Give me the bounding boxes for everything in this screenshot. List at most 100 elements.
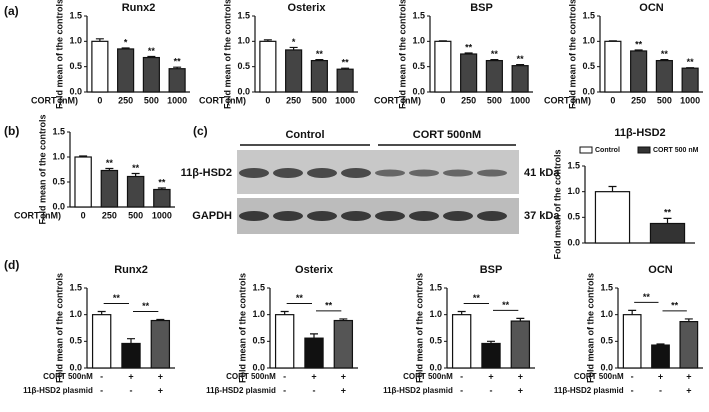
error-bar [289, 46, 298, 50]
condition-level: - [631, 385, 634, 395]
bar [333, 319, 354, 369]
error-bar [157, 187, 166, 190]
x-tick-label: 1000 [335, 95, 355, 105]
y-tick-label: 1.5 [582, 10, 595, 20]
y-tick-label: 1.5 [600, 282, 613, 292]
bar [485, 59, 503, 93]
bar [285, 49, 303, 93]
error-bar [173, 66, 182, 69]
condition-level: - [130, 385, 133, 395]
bar [649, 222, 686, 244]
bar [91, 40, 109, 93]
bands [239, 168, 507, 221]
x-tick-label: 250 [286, 95, 301, 105]
x-axis-label: CORT (nM) [199, 95, 246, 105]
x-axis-label: CORT (nM) [14, 210, 61, 220]
y-tick-label: 0.5 [237, 61, 250, 71]
y-axis-label: Fold mean of the controls [414, 273, 424, 383]
bar [434, 40, 452, 93]
bar [142, 56, 160, 93]
condition-level: + [341, 385, 346, 395]
significance: ** [664, 208, 672, 218]
bar [121, 342, 141, 369]
panel-label: (b) [4, 124, 19, 138]
error-bar [280, 310, 289, 315]
y-axis-label: Fold mean of the controls [222, 0, 232, 109]
condition-level: + [658, 371, 663, 381]
error-bar [628, 309, 637, 315]
bar [100, 169, 119, 208]
panel-label: (d) [4, 258, 19, 272]
y-axis-label: Fold mean of the controls [552, 149, 562, 259]
condition-level: + [686, 385, 691, 395]
condition-level: - [460, 385, 463, 395]
condition-level: + [518, 371, 523, 381]
chart-title: Osterix [288, 2, 327, 14]
y-axis-label: Fold mean of the controls [397, 0, 407, 109]
x-tick-label: 1000 [510, 95, 530, 105]
x-tick-label: 0 [440, 95, 445, 105]
x-axis-label: CORT (nM) [544, 95, 591, 105]
band [307, 211, 337, 221]
condition-name: CORT 500nM [43, 372, 93, 381]
y-tick-label: 1.0 [237, 36, 250, 46]
y-tick-label: 1.5 [252, 282, 265, 292]
x-tick-label: 1000 [152, 210, 172, 220]
significance: ** [132, 163, 140, 173]
band [239, 211, 269, 221]
y-tick-label: 0.0 [567, 237, 580, 247]
x-tick-label: 250 [461, 95, 476, 105]
condition-name: 11β-HSD2 plasmid [206, 386, 276, 395]
error-bar [263, 39, 272, 42]
legend-label: Control [595, 147, 620, 154]
condition-name: CORT 500nM [403, 372, 453, 381]
y-axis-label: Fold mean of the controls [54, 0, 64, 109]
significance: ** [174, 57, 182, 67]
error-bar [464, 52, 473, 54]
chart-title: OCN [639, 2, 664, 14]
error-bar [684, 318, 693, 322]
y-tick-label: 0.0 [69, 362, 82, 372]
condition-level: + [686, 371, 691, 381]
x-axis-label: CORT (nM) [374, 95, 421, 105]
error-bar [95, 38, 104, 42]
condition-level: - [659, 385, 662, 395]
band [477, 211, 507, 221]
error-bar [339, 318, 348, 321]
y-axis-label: Fold mean of the controls [585, 273, 595, 383]
y-tick-label: 1.0 [582, 36, 595, 46]
y-tick-label: 1.0 [69, 309, 82, 319]
y-tick-label: 1.0 [412, 36, 425, 46]
y-tick-label: 1.5 [412, 10, 425, 20]
bar [153, 188, 171, 208]
y-tick-label: 0.0 [252, 362, 265, 372]
condition-name: CORT 500nM [574, 372, 624, 381]
comparison-label: ** [296, 293, 304, 303]
bar [91, 314, 112, 369]
y-tick-label: 0.5 [429, 336, 442, 346]
condition-level: + [488, 371, 493, 381]
condition-level: - [283, 371, 286, 381]
error-bar [686, 67, 695, 69]
y-tick-label: 0.5 [252, 336, 265, 346]
x-tick-label: 250 [631, 95, 646, 105]
y-tick-label: 0.0 [429, 362, 442, 372]
error-bar [457, 310, 466, 315]
significance: ** [661, 49, 669, 59]
significance: ** [316, 49, 324, 59]
y-axis-label: Fold mean of the controls [567, 0, 577, 109]
condition-name: 11β-HSD2 plasmid [23, 386, 93, 395]
comparison-label: ** [671, 300, 679, 310]
condition-level: - [490, 385, 493, 395]
significance: * [292, 37, 296, 47]
size-label: 41 kDa [524, 167, 560, 179]
y-axis-label: Fold mean of the controls [54, 273, 64, 383]
x-tick-label: 0 [610, 95, 615, 105]
error-bar [341, 67, 350, 70]
x-tick-label: 1000 [167, 95, 187, 105]
y-tick-label: 1.5 [237, 10, 250, 20]
legend-swatch [579, 146, 593, 154]
condition-level: - [460, 371, 463, 381]
bar [310, 59, 328, 93]
